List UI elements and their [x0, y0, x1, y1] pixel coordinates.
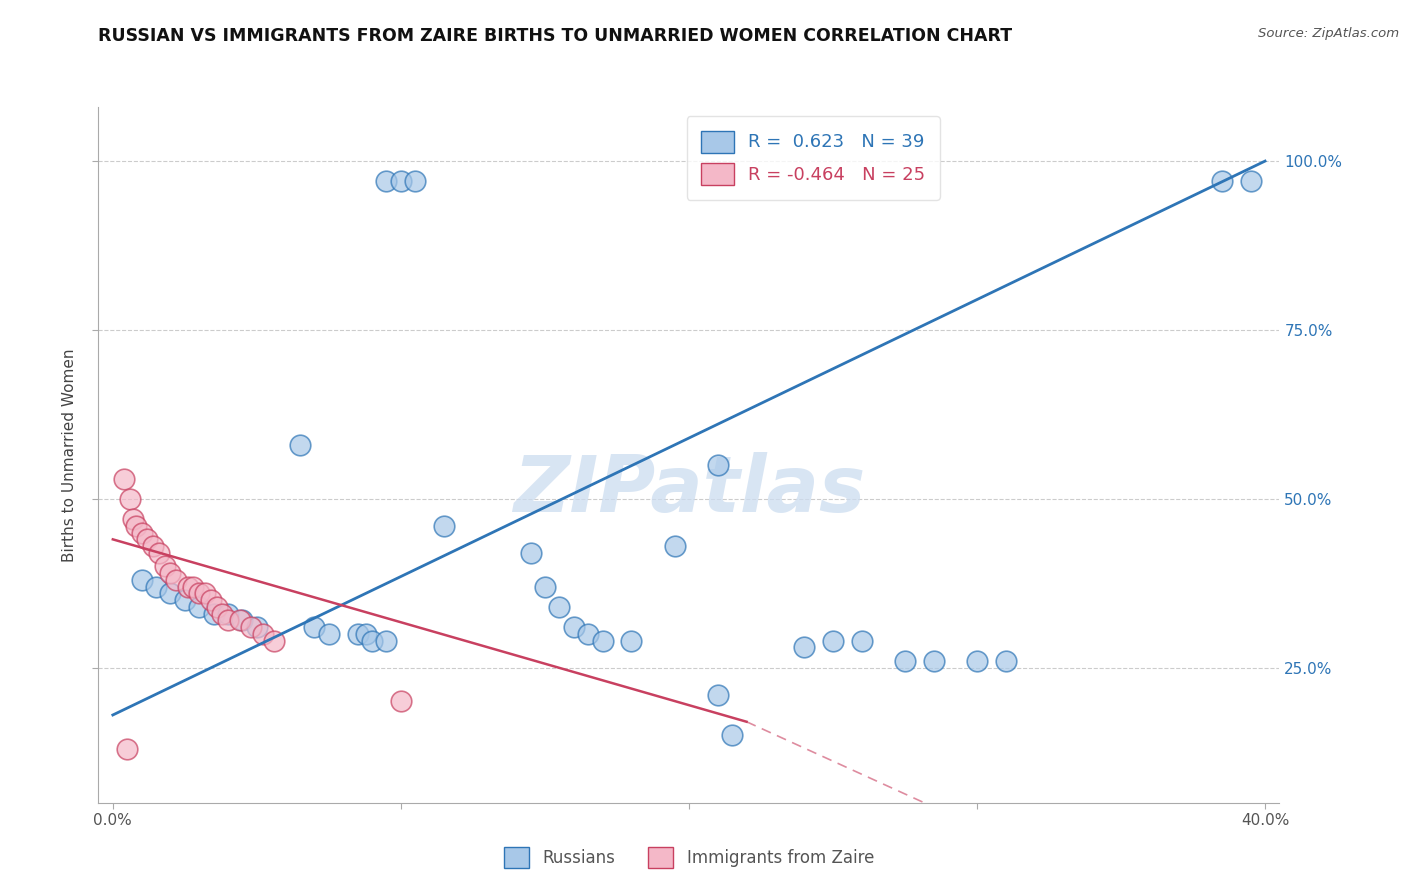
- Point: [288, 438, 311, 452]
- Point: [534, 580, 557, 594]
- Point: [188, 586, 211, 600]
- Point: [211, 607, 233, 621]
- Point: [231, 614, 253, 628]
- Point: [263, 633, 285, 648]
- Point: [136, 533, 159, 547]
- Point: [404, 174, 426, 188]
- Point: [240, 620, 263, 634]
- Point: [519, 546, 541, 560]
- Y-axis label: Births to Unmarried Women: Births to Unmarried Women: [62, 348, 77, 562]
- Point: [1211, 174, 1233, 188]
- Point: [1240, 174, 1263, 188]
- Point: [200, 593, 222, 607]
- Point: [793, 640, 815, 655]
- Point: [721, 728, 744, 742]
- Text: ZIPatlas: ZIPatlas: [513, 451, 865, 528]
- Point: [361, 633, 384, 648]
- Point: [252, 627, 274, 641]
- Point: [821, 633, 844, 648]
- Point: [131, 525, 153, 540]
- Point: [576, 627, 599, 641]
- Point: [851, 633, 873, 648]
- Point: [188, 599, 211, 614]
- Point: [922, 654, 945, 668]
- Point: [153, 559, 176, 574]
- Point: [217, 614, 239, 628]
- Point: [217, 607, 239, 621]
- Point: [994, 654, 1017, 668]
- Point: [142, 539, 165, 553]
- Point: [202, 607, 225, 621]
- Point: [318, 627, 340, 641]
- Point: [131, 573, 153, 587]
- Legend: Russians, Immigrants from Zaire: Russians, Immigrants from Zaire: [498, 841, 880, 874]
- Point: [173, 593, 195, 607]
- Point: [125, 519, 148, 533]
- Point: [159, 586, 181, 600]
- Point: [966, 654, 988, 668]
- Point: [115, 741, 138, 756]
- Point: [592, 633, 614, 648]
- Point: [562, 620, 585, 634]
- Point: [346, 627, 368, 641]
- Point: [205, 599, 228, 614]
- Point: [894, 654, 917, 668]
- Point: [356, 627, 378, 641]
- Point: [177, 580, 200, 594]
- Point: [433, 519, 456, 533]
- Point: [122, 512, 145, 526]
- Point: [145, 580, 167, 594]
- Point: [706, 458, 728, 472]
- Point: [228, 614, 250, 628]
- Point: [375, 633, 398, 648]
- Point: [165, 573, 187, 587]
- Point: [664, 539, 686, 553]
- Point: [620, 633, 643, 648]
- Point: [159, 566, 181, 581]
- Point: [375, 174, 398, 188]
- Point: [706, 688, 728, 702]
- Point: [246, 620, 269, 634]
- Text: RUSSIAN VS IMMIGRANTS FROM ZAIRE BIRTHS TO UNMARRIED WOMEN CORRELATION CHART: RUSSIAN VS IMMIGRANTS FROM ZAIRE BIRTHS …: [98, 27, 1012, 45]
- Point: [183, 580, 205, 594]
- Point: [389, 174, 412, 188]
- Point: [148, 546, 170, 560]
- Point: [304, 620, 326, 634]
- Point: [548, 599, 571, 614]
- Point: [112, 472, 135, 486]
- Point: [389, 694, 412, 708]
- Text: Source: ZipAtlas.com: Source: ZipAtlas.com: [1258, 27, 1399, 40]
- Point: [194, 586, 217, 600]
- Point: [120, 491, 142, 506]
